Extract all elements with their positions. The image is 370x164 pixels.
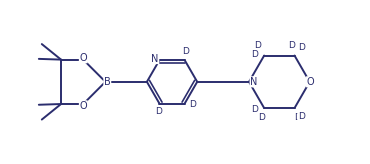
Text: N: N: [250, 77, 258, 87]
Text: D: D: [155, 107, 162, 116]
Text: D: D: [254, 41, 261, 50]
Text: D: D: [288, 41, 295, 50]
Text: O: O: [307, 77, 314, 87]
Text: D: D: [258, 113, 265, 122]
Text: D: D: [298, 112, 305, 121]
Text: B: B: [104, 77, 111, 87]
Text: D: D: [294, 113, 301, 122]
Text: N: N: [151, 53, 159, 63]
Text: D: D: [189, 100, 196, 109]
Text: O: O: [80, 101, 87, 111]
Text: O: O: [80, 53, 87, 63]
Text: D: D: [298, 43, 305, 52]
Text: D: D: [251, 105, 258, 114]
Text: D: D: [251, 50, 258, 59]
Text: D: D: [182, 47, 189, 56]
